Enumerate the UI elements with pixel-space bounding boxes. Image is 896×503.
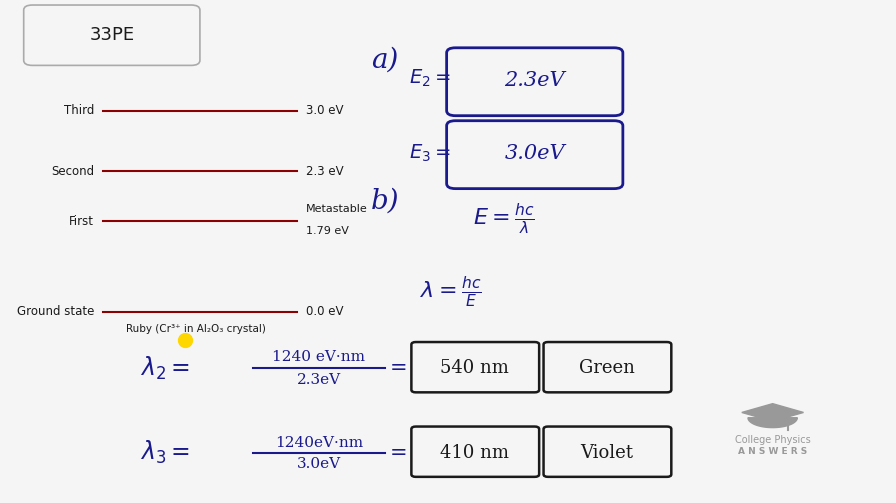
Text: Violet: Violet <box>581 444 633 462</box>
Text: $E = \frac{hc}{\lambda}$: $E = \frac{hc}{\lambda}$ <box>473 201 535 236</box>
Text: 1.79 eV: 1.79 eV <box>306 226 349 236</box>
FancyBboxPatch shape <box>544 342 671 392</box>
Text: 1240eV·nm: 1240eV·nm <box>275 436 363 450</box>
FancyBboxPatch shape <box>411 427 539 477</box>
Text: Green: Green <box>579 359 635 377</box>
Polygon shape <box>748 417 797 428</box>
Text: $\lambda = \frac{hc}{E}$: $\lambda = \frac{hc}{E}$ <box>420 274 482 309</box>
Text: 3.0 eV: 3.0 eV <box>306 104 343 117</box>
Text: 3.0eV: 3.0eV <box>504 144 565 163</box>
Text: A N S W E R S: A N S W E R S <box>738 447 807 456</box>
FancyBboxPatch shape <box>411 342 539 392</box>
Text: a): a) <box>371 47 399 74</box>
Text: 0.0 eV: 0.0 eV <box>306 305 343 318</box>
FancyBboxPatch shape <box>23 5 200 65</box>
Text: =: = <box>390 443 407 463</box>
Text: College Physics: College Physics <box>735 435 811 445</box>
Text: $E_2=$: $E_2=$ <box>409 67 451 89</box>
Text: $E_3=$: $E_3=$ <box>409 143 451 164</box>
Text: =: = <box>390 358 407 378</box>
Text: 1240 eV·nm: 1240 eV·nm <box>272 350 366 364</box>
Text: Metastable: Metastable <box>306 204 367 214</box>
Text: 2.3eV: 2.3eV <box>504 71 565 90</box>
Text: 3.0eV: 3.0eV <box>297 457 341 471</box>
Text: Third: Third <box>64 104 94 117</box>
Text: 2.3 eV: 2.3 eV <box>306 164 343 178</box>
Text: $\lambda_3 = $: $\lambda_3 = $ <box>140 439 190 466</box>
Text: 540 nm: 540 nm <box>441 359 509 377</box>
FancyBboxPatch shape <box>446 121 623 189</box>
Text: 410 nm: 410 nm <box>440 444 509 462</box>
FancyBboxPatch shape <box>544 427 671 477</box>
Polygon shape <box>742 403 804 422</box>
Text: $\lambda_2 = $: $\lambda_2 = $ <box>140 355 190 382</box>
Text: Ground state: Ground state <box>17 305 94 318</box>
Text: 33PE: 33PE <box>90 26 134 44</box>
Text: b): b) <box>371 188 400 215</box>
Text: Ruby (Cr³⁺ in Al₂O₃ crystal): Ruby (Cr³⁺ in Al₂O₃ crystal) <box>125 324 265 334</box>
Text: 2.3eV: 2.3eV <box>297 373 341 387</box>
Text: First: First <box>69 215 94 228</box>
FancyBboxPatch shape <box>446 48 623 116</box>
Text: Second: Second <box>51 164 94 178</box>
